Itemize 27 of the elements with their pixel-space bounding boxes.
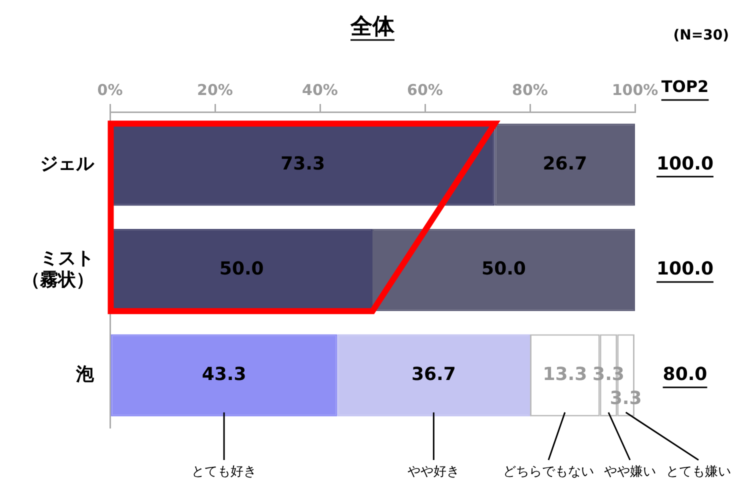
- data-label: 13.3: [542, 364, 588, 386]
- text: 100.0: [656, 153, 714, 174]
- y-tick-label: ミスト（霧状）: [22, 248, 94, 290]
- x-tick-label: 40%: [302, 80, 338, 99]
- text: とても好き: [192, 464, 257, 480]
- text: やや好き: [408, 464, 460, 480]
- data-label: 50.0: [219, 258, 264, 280]
- y-tick-label: ジェル: [40, 153, 95, 174]
- text: (N=30): [673, 28, 729, 44]
- chart-title: 全体: [350, 14, 396, 40]
- data-label: 50.0: [482, 258, 526, 280]
- x-tick-label: 60%: [407, 80, 443, 99]
- data-label: 36.7: [411, 364, 456, 386]
- data-label: 73.3: [280, 153, 325, 174]
- text: とても嫌い: [666, 464, 731, 480]
- text: TOP2: [661, 77, 709, 96]
- x-tick-label: 0%: [97, 80, 123, 99]
- text: やや嫌い: [604, 464, 656, 480]
- x-tick-label: 20%: [197, 80, 233, 99]
- data-label: 26.7: [542, 153, 588, 174]
- data-label: 43.3: [202, 364, 246, 386]
- text: 100.0: [656, 258, 714, 280]
- y-tick-label: 泡: [75, 364, 95, 386]
- x-tick-label: 100%: [612, 80, 658, 99]
- text: どちらでもない: [503, 464, 594, 480]
- text: 80.0: [662, 364, 708, 386]
- x-tick-label: 80%: [512, 80, 548, 99]
